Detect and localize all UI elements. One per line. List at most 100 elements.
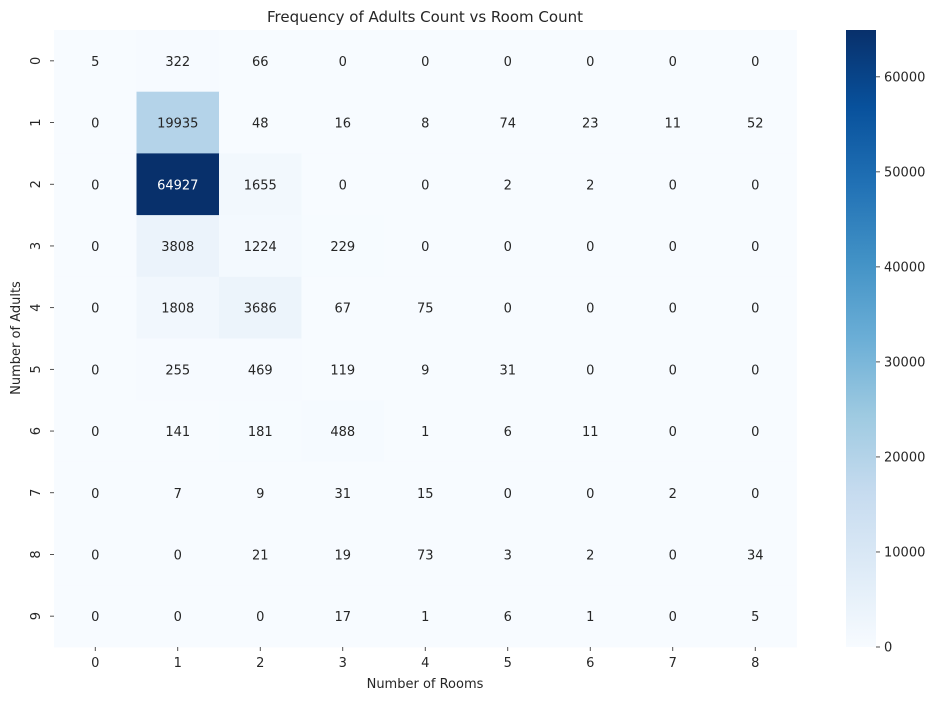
- heatmap-cell-labels: 5 322 66 0 0 0 0 0 00 19935 48 16 8 74 23 11 520 64927 165…: [91, 55, 763, 625]
- heatmap-cell: [301, 523, 385, 586]
- cell-value-label: 0: [586, 487, 594, 502]
- heatmap-cell: [136, 585, 220, 648]
- y-tick-label: 3: [29, 242, 44, 250]
- cell-value-label: 0: [91, 487, 99, 502]
- cell-value-label: 7: [174, 487, 182, 502]
- cell-value-label: 1224: [244, 240, 277, 255]
- cell-value-label: 0: [504, 302, 512, 317]
- cell-value-label: 0: [669, 240, 677, 255]
- y-tick-label: 7: [29, 489, 44, 497]
- heatmap-cell: [384, 153, 467, 216]
- cell-value-label: 0: [669, 610, 677, 625]
- x-tick-label: 1: [174, 656, 182, 671]
- heatmap-cell: [384, 276, 467, 339]
- heatmap-cell: [466, 461, 550, 524]
- cell-value-label: 3686: [244, 302, 277, 317]
- heatmap-cell: [466, 215, 550, 278]
- heatmap-cell: [54, 523, 137, 586]
- cell-value-label: 9: [421, 363, 429, 378]
- heatmap-cell: [136, 153, 220, 216]
- colorbar-tick-label: 30000: [884, 355, 925, 370]
- heatmap-cell: [136, 215, 220, 278]
- cell-value-label: 23: [582, 117, 599, 132]
- cell-value-label: 1: [421, 610, 429, 625]
- cell-value-label: 3808: [161, 240, 194, 255]
- heatmap-cell: [714, 338, 797, 401]
- cell-value-label: 181: [248, 425, 273, 440]
- heatmap-cell: [301, 400, 385, 463]
- heatmap-cell: [631, 400, 715, 463]
- heatmap-cell: [301, 91, 385, 154]
- cell-value-label: 52: [747, 117, 764, 132]
- cell-value-label: 0: [669, 178, 677, 193]
- cell-value-label: 6: [504, 425, 512, 440]
- colorbar-tick-label: 40000: [884, 260, 925, 275]
- heatmap-cell: [301, 276, 385, 339]
- heatmap-cell: [714, 153, 797, 216]
- cell-value-label: 0: [339, 178, 347, 193]
- cell-value-label: 322: [165, 55, 190, 70]
- heatmap-cell: [714, 91, 797, 154]
- heatmap-cell: [301, 461, 385, 524]
- cell-value-label: 0: [174, 610, 182, 625]
- cell-value-label: 469: [248, 363, 273, 378]
- cell-value-label: 0: [504, 55, 512, 70]
- heatmap-cell: [136, 338, 220, 401]
- heatmap-cell: [384, 523, 467, 586]
- y-tick-label: 4: [29, 304, 44, 312]
- cell-value-label: 19: [334, 548, 351, 563]
- cell-value-label: 66: [252, 55, 269, 70]
- colorbar-tick-label: 10000: [884, 545, 925, 560]
- heatmap-cell: [549, 400, 632, 463]
- cell-value-label: 11: [664, 117, 681, 132]
- cell-value-label: 0: [91, 178, 99, 193]
- heatmap-cell: [549, 338, 632, 401]
- cell-value-label: 5: [91, 55, 99, 70]
- cell-value-label: 488: [330, 425, 355, 440]
- y-tick-label: 1: [29, 118, 44, 126]
- heatmap-cell: [466, 338, 550, 401]
- colorbar-ticks: 0 10000 20000 30000 40000 50000 60000: [876, 70, 925, 656]
- cell-value-label: 0: [339, 55, 347, 70]
- heatmap-cell: [714, 585, 797, 648]
- heatmap-cell: [714, 400, 797, 463]
- heatmap-cell: [714, 215, 797, 278]
- heatmap-cell: [549, 523, 632, 586]
- cell-value-label: 75: [417, 302, 434, 317]
- colorbar-tick-label: 60000: [884, 70, 925, 85]
- cell-value-label: 0: [751, 240, 759, 255]
- y-axis-label: Number of Adults: [9, 281, 24, 395]
- colorbar-tick-label: 0: [884, 641, 892, 656]
- cell-value-label: 73: [417, 548, 434, 563]
- y-tick-label: 5: [29, 365, 44, 373]
- heatmap-cell: [384, 585, 467, 648]
- heatmap-cell: [54, 338, 137, 401]
- heatmap-cell: [301, 338, 385, 401]
- x-tick-label: 6: [586, 656, 594, 671]
- heatmap-cell: [549, 91, 632, 154]
- cell-value-label: 0: [586, 240, 594, 255]
- cell-value-label: 21: [252, 548, 269, 563]
- cell-value-label: 0: [669, 302, 677, 317]
- cell-value-label: 141: [165, 425, 190, 440]
- cell-value-label: 0: [504, 487, 512, 502]
- heatmap-cell: [549, 276, 632, 339]
- heatmap-cell: [466, 585, 550, 648]
- heatmap-cell: [219, 523, 302, 586]
- cell-value-label: 0: [669, 363, 677, 378]
- x-axis-label: Number of Rooms: [367, 677, 484, 692]
- heatmap-cell: [54, 461, 137, 524]
- heatmap-cell: [219, 215, 302, 278]
- cell-value-label: 0: [751, 55, 759, 70]
- cell-value-label: 0: [751, 487, 759, 502]
- cell-value-label: 0: [174, 548, 182, 563]
- cell-value-label: 34: [747, 548, 764, 563]
- heatmap-cell: [466, 276, 550, 339]
- cell-value-label: 31: [334, 487, 351, 502]
- cell-value-label: 0: [751, 425, 759, 440]
- cell-value-label: 0: [91, 117, 99, 132]
- heatmap-cell: [219, 153, 302, 216]
- heatmap-cell: [136, 91, 220, 154]
- heatmap-cell: [136, 30, 220, 93]
- cell-value-label: 3: [504, 548, 512, 563]
